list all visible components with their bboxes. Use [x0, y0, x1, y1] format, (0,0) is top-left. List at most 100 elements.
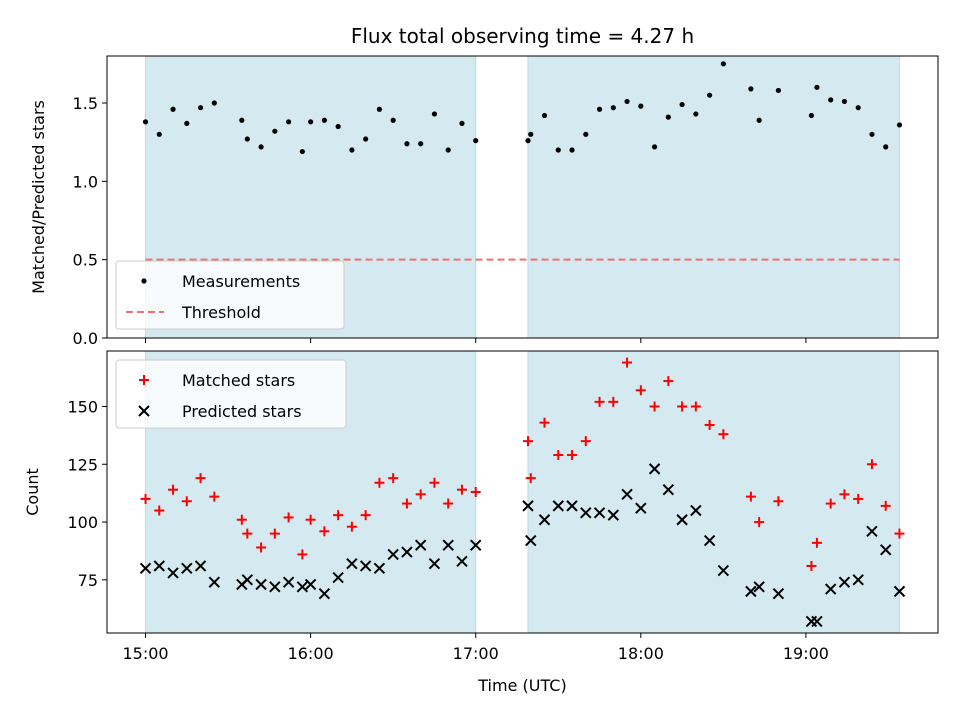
measurement-point [756, 117, 762, 123]
matched-stars-point [283, 512, 294, 523]
predicted-stars-point [593, 507, 606, 519]
legend-label: Measurements [182, 272, 300, 291]
predicted-stars-point [552, 500, 564, 512]
measurement-point [896, 122, 903, 128]
measurement-point [286, 119, 292, 125]
measurement-point [239, 117, 245, 123]
legend-predicted-swatch [138, 405, 150, 417]
predicted-stars-point [580, 507, 592, 519]
measurement-point [541, 112, 548, 119]
matched-stars-point [539, 417, 550, 428]
measurement-point [142, 119, 149, 125]
matched-stars-point [894, 528, 905, 539]
matched-stars-point [269, 528, 280, 539]
y-tick-label: 75 [78, 571, 98, 590]
x-tick-label: 16:00 [288, 644, 334, 663]
matched-stars-point [825, 498, 836, 509]
predicted-stars-point [282, 576, 295, 588]
predicted-stars-point [662, 483, 675, 496]
measurement-point [583, 131, 589, 137]
predicted-stars-point [866, 525, 878, 538]
matched-stars-point [470, 487, 481, 497]
matched-stars-point [553, 450, 564, 461]
predicted-stars-point [635, 502, 647, 514]
measurement-point [459, 120, 465, 126]
top-panel-frame [106, 55, 939, 339]
matched-stars-point [168, 484, 179, 495]
matched-stars-point [523, 436, 534, 447]
predicted-stars-point [194, 560, 207, 572]
predicted-stars-point [359, 560, 372, 572]
measurement-point [363, 136, 369, 142]
predicted-stars-point [373, 562, 386, 574]
matched-stars-point [388, 473, 399, 484]
measurement-point [555, 147, 561, 153]
matched-stars-point [745, 491, 756, 502]
measurement-point [156, 131, 162, 137]
predicted-stars-point [304, 578, 317, 591]
matched-stars-point [140, 493, 151, 504]
predicted-stars-point [690, 504, 702, 517]
predicted-stars-point [717, 564, 730, 577]
measurement-point [272, 128, 278, 134]
predicted-stars-point [893, 585, 906, 598]
predicted-stars-point [753, 581, 765, 593]
predicted-stars-point [772, 587, 785, 600]
bottom-panel-frame [106, 350, 939, 634]
y-tick-label: 125 [67, 455, 98, 474]
predicted-stars-point [648, 463, 661, 475]
chart-title: Flux total observing time = 4.27 h [351, 24, 694, 48]
matched-stars-point [374, 477, 385, 488]
measurement-point [244, 136, 250, 142]
measurement-point [596, 106, 603, 112]
x-axis-label: Time (UTC) [477, 676, 566, 695]
matched-stars-point [415, 489, 426, 500]
predicted-stars-point [269, 581, 281, 593]
observing-interval-shade [528, 56, 900, 338]
measurement-point [528, 131, 534, 137]
matched-stars-point [880, 500, 891, 511]
predicted-stars-point [880, 544, 892, 556]
matched-stars-point [256, 542, 267, 553]
measurement-point [184, 120, 190, 126]
predicted-stars-point [414, 539, 427, 551]
predicted-stars-point [167, 567, 179, 579]
matched-stars-point [305, 514, 316, 525]
predicted-stars-point [522, 500, 534, 512]
measurement-point [665, 114, 671, 120]
matched-stars-point [622, 357, 633, 368]
measurement-point [651, 144, 658, 150]
predicted-stars-point [387, 548, 399, 561]
matched-stars-point [525, 473, 536, 484]
y-tick-label: 1.0 [73, 172, 98, 191]
measurement-point [855, 105, 861, 111]
predicted-stars-point [703, 534, 716, 547]
predicted-stars-point [346, 557, 358, 570]
predicted-stars-point [456, 555, 468, 568]
legend-measurement-swatch [141, 278, 147, 284]
measurement-point [525, 138, 531, 144]
y-tick-label: 1.5 [73, 94, 98, 113]
x-tick-label: 18:00 [618, 644, 664, 663]
matched-stars-point [649, 401, 660, 412]
matched-stars-point [704, 419, 715, 430]
matched-stars-point [242, 528, 253, 539]
matched-stars-point [297, 549, 308, 560]
matched-stars-point [236, 514, 247, 525]
legend-label: Threshold [181, 303, 261, 322]
matched-stars-point [401, 498, 412, 509]
predicted-stars-point [852, 574, 864, 586]
matched-stars-point [663, 376, 674, 387]
measurement-point [720, 61, 726, 67]
x-tick-label: 17:00 [453, 644, 499, 663]
matched-stars-point [456, 484, 467, 495]
predicted-stars-point [442, 539, 454, 551]
measurement-point [841, 98, 848, 105]
matched-stars-point [839, 489, 850, 500]
measurement-point [808, 112, 815, 119]
matched-stars-point [811, 537, 822, 548]
measurement-point [299, 148, 305, 155]
measurement-point [170, 106, 176, 112]
measurement-point [431, 111, 438, 117]
